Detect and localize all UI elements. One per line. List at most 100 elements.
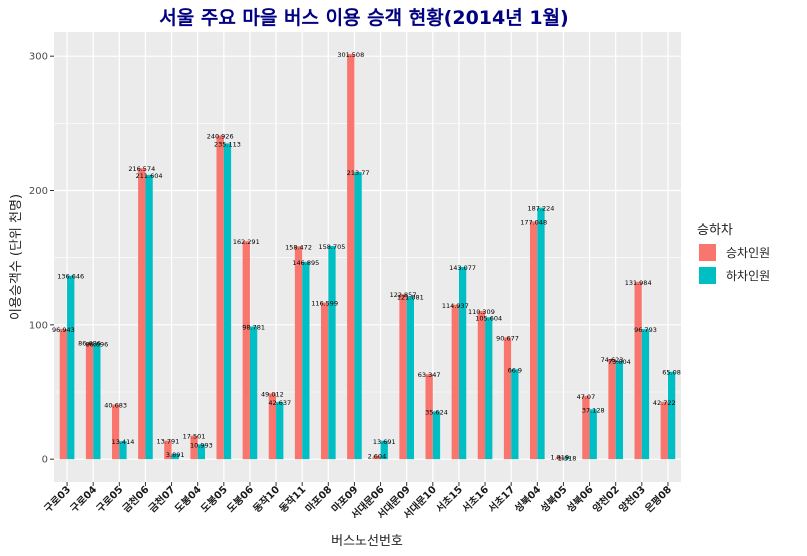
data-label: 42.722	[653, 399, 676, 407]
x-tick-label: 동작11	[276, 483, 308, 515]
bar-alighting	[276, 401, 284, 460]
bar-boarding	[111, 404, 120, 460]
data-label: 301.508	[337, 51, 364, 59]
bar-alighting	[93, 343, 101, 460]
data-label: 17.501	[183, 433, 206, 441]
data-label: 1.318	[558, 454, 577, 462]
data-label: 114.937	[442, 302, 469, 310]
data-label: 116.599	[311, 300, 338, 308]
x-tick-label: 은평08	[642, 483, 674, 515]
data-label: 74.623	[601, 356, 624, 364]
x-axis: 구로03구로04구로05금천06금천07도봉04도봉05도봉06동작10동작11…	[42, 482, 674, 521]
bar-alighting	[302, 261, 310, 460]
legend-swatch	[699, 267, 716, 284]
data-label: 73.004	[608, 358, 631, 366]
bar-boarding	[85, 342, 94, 460]
legend-swatch	[699, 244, 716, 261]
data-label: 1.819	[550, 454, 569, 462]
data-label: 146.895	[292, 259, 319, 267]
bar-boarding	[399, 294, 407, 460]
bar-boarding	[294, 246, 303, 460]
data-label: 110.309	[468, 308, 495, 316]
data-label: 90.677	[496, 334, 519, 342]
bar-alighting	[511, 369, 519, 460]
bar-alighting	[354, 172, 362, 460]
bar-boarding	[608, 358, 616, 460]
data-label: 86.686	[78, 340, 101, 348]
bar-alighting	[249, 326, 258, 460]
bar-alighting	[432, 411, 441, 460]
x-tick-label: 양천02	[590, 483, 622, 515]
data-label: 240.926	[207, 133, 234, 141]
y-tick-label: 0	[42, 455, 48, 466]
bar-boarding	[582, 395, 590, 460]
data-label: 121.081	[397, 294, 424, 302]
data-label: 216.574	[128, 165, 155, 173]
x-tick-label: 마포08	[302, 483, 334, 515]
x-tick-label: 성북05	[538, 483, 570, 515]
bar-boarding	[242, 241, 250, 460]
x-tick-label: 도봉04	[172, 484, 203, 515]
bar-alighting	[145, 174, 153, 460]
y-tick-label: 100	[29, 320, 48, 331]
y-axis-title: 이용승객수 (단위 천명)	[9, 194, 24, 320]
bar-alighting	[458, 266, 467, 460]
data-label: 13.691	[373, 438, 396, 446]
bar-boarding	[634, 281, 642, 460]
data-label: 47.07	[577, 393, 596, 401]
data-label: 49.012	[261, 390, 284, 398]
y-tick-label: 200	[29, 186, 48, 197]
bar-boarding	[660, 401, 668, 460]
x-tick-label: 도봉06	[225, 484, 256, 515]
data-label: 136.646	[57, 273, 84, 281]
data-label: 158.472	[285, 243, 312, 251]
bar-boarding	[529, 221, 538, 460]
bar-alighting	[380, 440, 388, 460]
bars	[59, 54, 676, 460]
data-label: 2.604	[368, 453, 387, 461]
data-label: 98.781	[242, 323, 265, 331]
data-label: 42.637	[268, 399, 291, 407]
bar-alighting	[171, 453, 179, 460]
x-tick-label: 양천03	[616, 483, 648, 515]
bar-alighting	[563, 457, 571, 460]
bar-alighting	[119, 441, 127, 460]
bar-boarding	[216, 135, 224, 460]
bar-alighting	[328, 245, 336, 460]
bar-alighting	[485, 317, 493, 460]
x-tick-label: 서초15	[433, 483, 465, 515]
bar-boarding	[320, 302, 329, 460]
data-label: 96.943	[52, 326, 75, 334]
legend-label: 하차인원	[726, 269, 770, 283]
x-axis-title: 버스노선번호	[331, 534, 403, 549]
x-tick-label: 구로05	[94, 484, 125, 515]
data-label: 122.857	[390, 291, 417, 299]
data-label: 162.291	[233, 238, 260, 246]
bar-alighting	[589, 409, 597, 460]
x-tick-label: 금천07	[146, 483, 178, 515]
bar-boarding	[503, 337, 512, 460]
bar-alighting	[615, 361, 624, 460]
plot-panel	[54, 32, 681, 482]
x-tick-label: 구로03	[42, 484, 73, 515]
data-label: 40.683	[104, 402, 127, 410]
data-label: 13.414	[112, 438, 135, 446]
bar-alighting	[67, 275, 75, 460]
bar-alighting	[197, 444, 206, 460]
data-label: 35.624	[425, 408, 448, 416]
bar-boarding	[190, 435, 198, 460]
data-label: 213.77	[347, 169, 370, 177]
x-tick-label: 동작10	[250, 483, 282, 515]
bar-boarding	[164, 440, 172, 460]
x-tick-label: 성북06	[564, 483, 596, 515]
legend-label: 승차인원	[726, 246, 770, 260]
chart-title: 서울 주요 마을 버스 이용 승객 현황(2014년 1월)	[159, 6, 568, 29]
x-tick-label: 금천06	[120, 483, 152, 515]
bar-boarding	[425, 374, 433, 460]
bar-boarding	[347, 54, 355, 460]
x-tick-label: 성북04	[511, 483, 543, 515]
y-tick-label: 300	[29, 52, 48, 63]
bar-boarding	[556, 456, 564, 460]
